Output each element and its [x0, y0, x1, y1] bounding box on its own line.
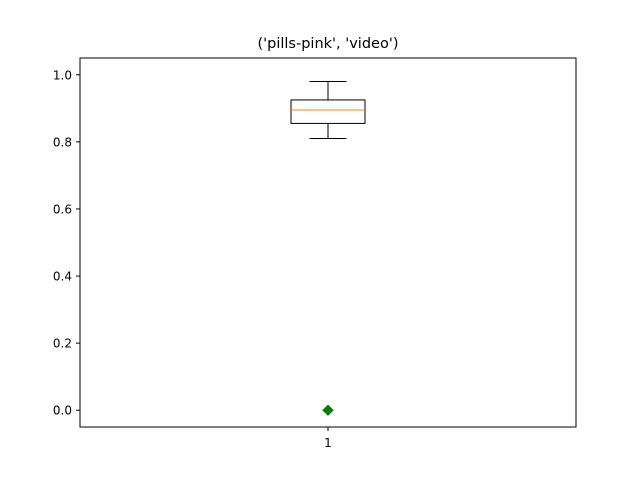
flier-point [322, 404, 334, 416]
y-tick-label: 0.8 [53, 135, 72, 149]
y-tick-label: 0.6 [53, 202, 72, 216]
y-tick-label: 0.2 [53, 337, 72, 351]
y-tick-label: 0.4 [53, 270, 72, 284]
y-tick-label: 1.0 [53, 68, 72, 82]
chart-title: ('pills-pink', 'video') [258, 36, 399, 52]
y-tick-label: 0.0 [53, 404, 72, 418]
iqr-box [290, 99, 366, 124]
x-tick-label: 1 [324, 436, 332, 450]
plot-area: 0.0 0.2 0.4 0.6 0.8 1.0 1 [53, 57, 577, 450]
